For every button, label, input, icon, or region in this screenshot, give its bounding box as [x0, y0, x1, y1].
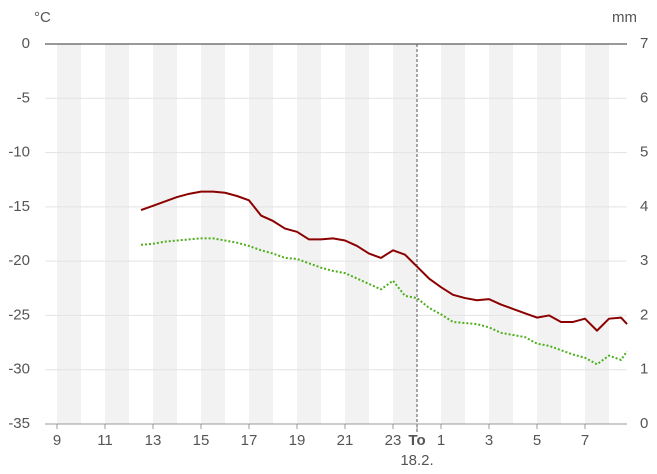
y2-tick-label: 6 — [640, 89, 648, 106]
hour-stripe — [201, 44, 225, 424]
y2-tick-label: 2 — [640, 306, 648, 323]
y2-tick-label: 1 — [640, 361, 648, 378]
series-line — [140, 237, 628, 366]
y-tick-label: -10 — [8, 144, 30, 161]
y2-axis-unit: mm — [612, 9, 637, 26]
hour-stripe — [441, 44, 465, 424]
x-tick-label: 5 — [533, 432, 541, 449]
today-date: 18.2. — [400, 452, 433, 469]
y-axis-unit: °C — [34, 9, 51, 26]
series-line — [140, 190, 628, 332]
x-tick-label: 7 — [581, 432, 589, 449]
hour-stripe — [393, 44, 417, 424]
hour-stripe — [153, 44, 177, 424]
hour-stripe — [585, 44, 609, 424]
x-tick-label: 15 — [193, 432, 210, 449]
y-tick-label: -25 — [8, 306, 30, 323]
y-tick-label: 0 — [22, 35, 30, 52]
y-tick-label: -15 — [8, 198, 30, 215]
x-tick-label: 17 — [241, 432, 258, 449]
x-tick-label: 11 — [97, 432, 113, 449]
x-tick-label: 3 — [485, 432, 493, 449]
hour-stripe — [489, 44, 513, 424]
y-tick-label: -35 — [8, 415, 30, 432]
hour-stripe — [345, 44, 369, 424]
hour-stripe — [57, 44, 81, 424]
y-tick-label: -20 — [8, 252, 30, 269]
hour-stripe — [105, 44, 129, 424]
y2-tick-label: 5 — [640, 144, 648, 161]
x-tick-label: To — [408, 432, 425, 449]
x-tick-label: 23 — [385, 432, 402, 449]
x-tick-label: 1 — [437, 432, 445, 449]
x-tick-label: 21 — [337, 432, 354, 449]
y2-tick-label: 4 — [640, 198, 648, 215]
y2-tick-label: 7 — [640, 35, 648, 52]
y2-tick-label: 0 — [640, 415, 648, 432]
y-tick-label: -5 — [17, 89, 30, 106]
x-tick-label: 13 — [145, 432, 162, 449]
y-tick-label: -30 — [8, 361, 30, 378]
x-tick-label: 9 — [53, 432, 61, 449]
x-tick-label: 19 — [289, 432, 306, 449]
hour-stripe — [537, 44, 561, 424]
hour-stripe — [249, 44, 273, 424]
y2-tick-label: 3 — [640, 252, 648, 269]
